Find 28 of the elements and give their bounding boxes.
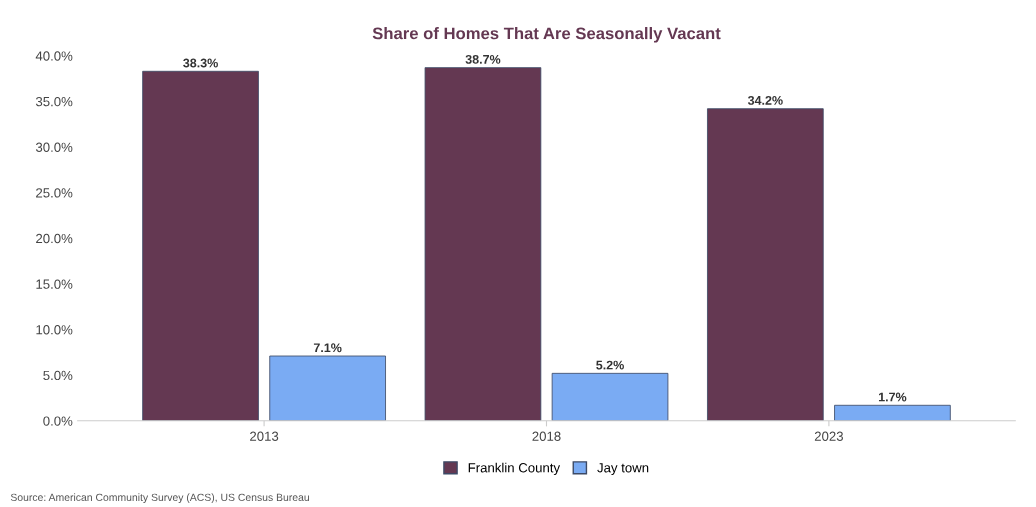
y-tick-label: 0.0% — [43, 416, 73, 426]
bar — [424, 67, 542, 421]
x-tick-label: 2013 — [250, 431, 279, 441]
legend-label: Jay town — [597, 463, 649, 476]
data-label: 7.1% — [313, 343, 342, 353]
bar — [551, 372, 669, 421]
y-tick-label: 15.0% — [36, 279, 73, 289]
data-label: 38.3% — [183, 58, 218, 68]
y-tick-label: 35.0% — [35, 96, 73, 107]
chart-title: Share of Homes That Are Seasonally Vacant — [372, 27, 721, 43]
data-label: 38.7% — [465, 54, 501, 64]
y-tick-label: 10.0% — [36, 325, 73, 335]
data-label: 34.2% — [747, 95, 783, 105]
legend-label: Franklin County — [468, 462, 561, 476]
x-tick-label: 2023 — [814, 431, 843, 441]
x-tick-label: 2018 — [532, 431, 561, 441]
source-note: Source: American Community Survey (ACS), US Census Bureau — [10, 493, 309, 504]
data-label: 5.2% — [596, 360, 624, 370]
y-tick-label: 20.0% — [36, 233, 73, 244]
y-tick-label: 40.0% — [35, 51, 73, 61]
bar — [707, 108, 824, 421]
bar — [834, 404, 951, 421]
bar — [269, 355, 386, 421]
y-tick-label: 5.0% — [43, 370, 73, 381]
data-label: 1.7% — [878, 392, 907, 402]
bar — [142, 70, 259, 421]
y-tick-label: 30.0% — [35, 142, 73, 152]
y-tick-label: 25.0% — [36, 188, 73, 198]
